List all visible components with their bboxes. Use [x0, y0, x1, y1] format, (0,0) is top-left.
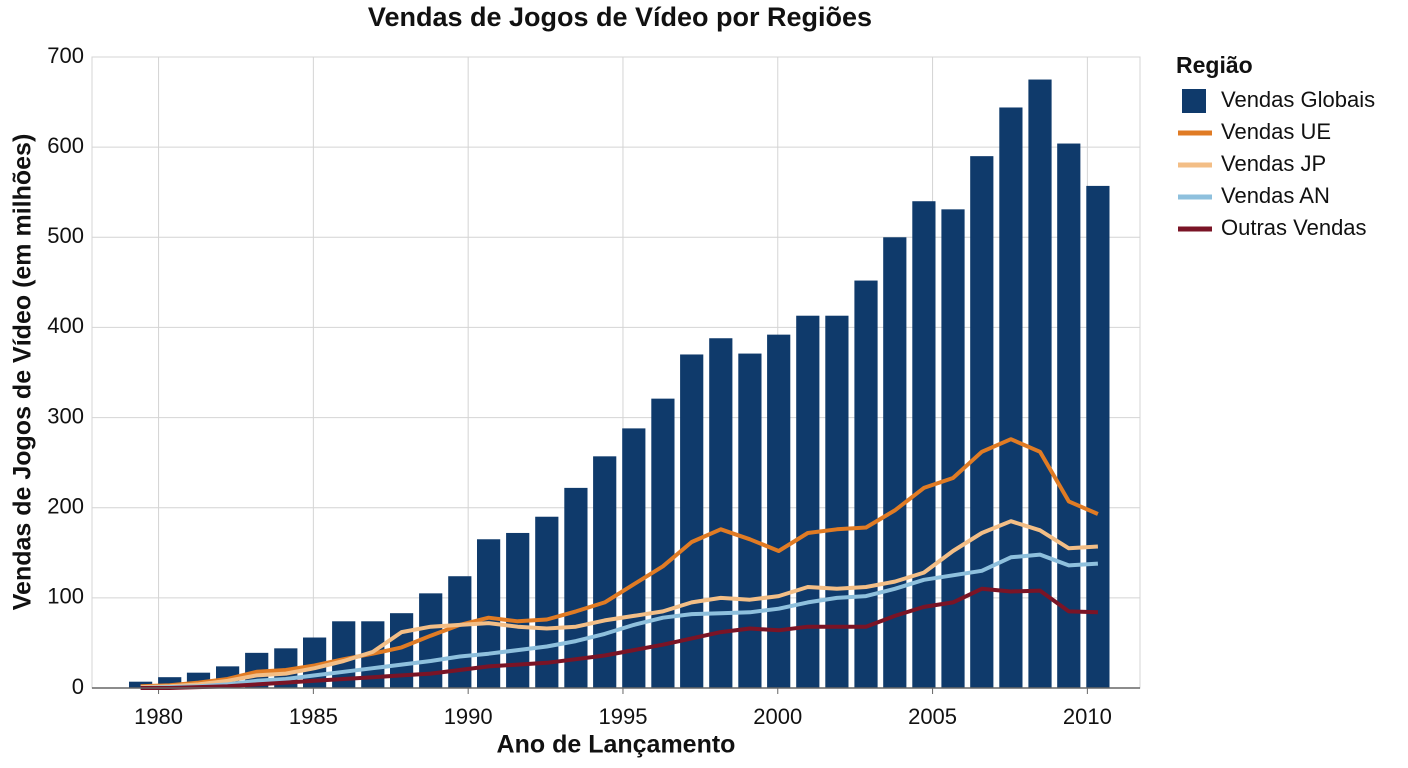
chart-title: Vendas de Jogos de Vídeo por Regiões: [368, 2, 872, 32]
y-tick-label: 200: [47, 494, 84, 519]
x-tick-label: 2005: [908, 704, 957, 729]
bar: [999, 107, 1023, 689]
bar: [158, 677, 182, 688]
legend-title: Região: [1176, 52, 1253, 78]
bar: [825, 315, 849, 688]
y-tick-label: 0: [72, 674, 84, 699]
bar: [796, 315, 820, 688]
bar: [476, 539, 501, 688]
bar: [448, 576, 472, 688]
line: [140, 552, 1099, 690]
bar: [883, 237, 907, 689]
x-tick-label: 1990: [444, 704, 493, 729]
legend-label: Vendas UE: [1221, 119, 1331, 144]
bar: [738, 353, 762, 688]
y-axis-label: Vendas de Jogos de Vídeo (em milhões): [9, 134, 37, 611]
legend-label: Vendas AN: [1221, 183, 1330, 208]
line: [140, 437, 1099, 689]
y-tick-label: 500: [47, 223, 84, 248]
x-tick-label: 2000: [753, 704, 802, 729]
bar: [912, 201, 936, 688]
x-tick-label: 1985: [289, 704, 338, 729]
y-tick-label: 400: [47, 313, 84, 338]
x-axis-label: Ano de Lançamento: [497, 731, 736, 759]
bar: [970, 156, 994, 688]
line: [140, 586, 1098, 690]
y-tick-label: 100: [47, 584, 84, 609]
legend-label: Outras Vendas: [1221, 215, 1367, 240]
x-tick-label: 1995: [598, 704, 647, 729]
legend-label: Vendas Globais: [1221, 87, 1375, 112]
bar: [1057, 143, 1081, 689]
line: [140, 519, 1099, 690]
bar: [767, 334, 791, 688]
x-tick-label: 1980: [134, 704, 183, 729]
bar: [419, 593, 443, 688]
x-tick-label: 2010: [1063, 704, 1112, 729]
y-tick-label: 300: [47, 403, 84, 428]
y-tick-label: 700: [47, 43, 84, 68]
legend-label: Vendas JP: [1221, 151, 1326, 176]
y-tick-label: 600: [47, 133, 84, 158]
legend-swatch: [1182, 89, 1206, 113]
bar: [941, 209, 965, 688]
